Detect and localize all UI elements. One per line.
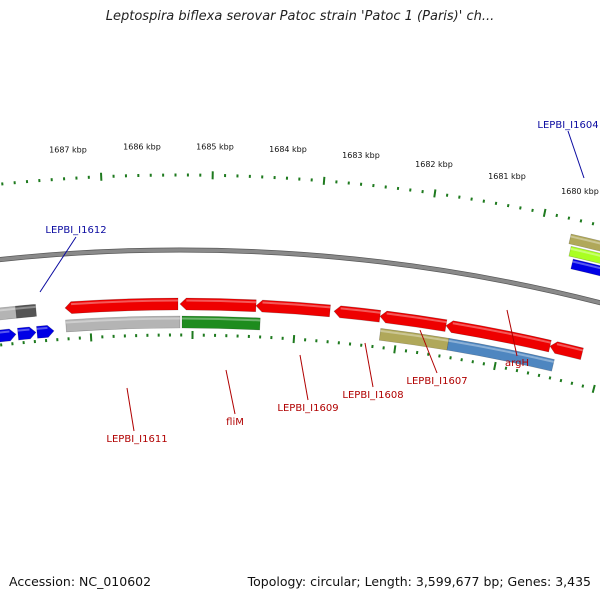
cds-flim xyxy=(181,315,261,331)
major-tick xyxy=(542,208,547,217)
gene-label: argH xyxy=(505,358,529,369)
gene-right-olive-highlight xyxy=(570,235,600,245)
minor-tick xyxy=(515,368,519,373)
kbp-label: 1683 kbp xyxy=(342,151,380,160)
gene-left-blue-3 xyxy=(36,325,55,339)
kbp-label: 1681 kbp xyxy=(488,172,526,181)
gene-label: LEPBI_I1607 xyxy=(406,376,467,387)
label-leader-line xyxy=(567,130,585,179)
gene-left-dark-highlight xyxy=(15,305,36,310)
minor-tick xyxy=(482,362,486,366)
minor-tick xyxy=(519,206,522,210)
minor-tick xyxy=(555,213,559,218)
minor-tick xyxy=(471,360,475,364)
label-leader-line xyxy=(299,354,309,401)
minor-tick xyxy=(567,216,571,220)
major-tick xyxy=(393,345,397,354)
gene-label: LEPBI_I1612 xyxy=(45,225,106,236)
cds-lepbi-i1607 xyxy=(378,328,450,351)
gene-lepbi-i1608-highlight xyxy=(340,307,381,314)
cds-lepbi-i1611-highlight xyxy=(65,317,181,324)
gene-left-blue-3-highlight xyxy=(36,326,48,330)
kbp-label: 1687 kbp xyxy=(49,145,87,154)
cds-argh xyxy=(446,337,555,372)
kbp-label: 1686 kbp xyxy=(123,142,161,151)
gene-left-blue-1-highlight xyxy=(0,330,10,334)
backbone-line xyxy=(0,248,600,305)
gene-right-lime-highlight xyxy=(570,247,600,257)
gene-left-blue-2-highlight xyxy=(17,328,30,332)
gene-left-blue-2 xyxy=(17,326,37,341)
minor-tick xyxy=(570,381,574,385)
kbp-label: 1685 kbp xyxy=(196,142,234,151)
gene-label: LEPBI_I1611 xyxy=(106,434,167,445)
cds-argh-highlight xyxy=(448,339,555,363)
backbone-shadow xyxy=(0,247,600,306)
gene-flim-red-highlight xyxy=(186,299,257,304)
label-leader-line xyxy=(364,342,374,388)
minor-tick xyxy=(449,356,452,360)
minor-tick xyxy=(494,201,498,206)
minor-tick xyxy=(504,366,508,370)
major-tick xyxy=(292,334,296,344)
major-tick xyxy=(591,384,596,394)
gene-right-blue xyxy=(570,258,600,277)
gene-argh-red xyxy=(445,320,552,353)
accession-text: Accession: NC_010602 xyxy=(9,574,152,589)
gene-right-blue-highlight xyxy=(572,260,600,270)
major-tick xyxy=(493,361,497,371)
outer-tick-ring xyxy=(1,171,595,226)
minor-tick xyxy=(506,203,510,208)
label-leader-line xyxy=(126,387,135,432)
backbone-group xyxy=(0,247,600,306)
gene-left-blue-1 xyxy=(0,328,17,343)
major-tick xyxy=(322,176,326,185)
minor-tick xyxy=(531,208,534,213)
label-leader-line xyxy=(39,236,77,293)
kbp-label: 1680 kbp xyxy=(561,187,599,196)
minor-tick xyxy=(581,384,585,388)
gene-label: LEPBI_I1608 xyxy=(342,390,403,401)
label-leader-line xyxy=(225,369,236,415)
minor-tick xyxy=(559,378,563,383)
cds-lepbi-i1611 xyxy=(65,315,181,333)
inner-tick-ring xyxy=(0,331,596,394)
minor-tick xyxy=(526,371,530,375)
kbp-label: 1682 kbp xyxy=(415,160,453,169)
minor-tick xyxy=(537,373,541,378)
gene-label: fliM xyxy=(226,417,244,428)
gene-lepbi-i1611 xyxy=(64,297,179,314)
gene-label-group: LEPBI_I1604LEPBI_I1612argHLEPBI_I1607LEP… xyxy=(39,120,599,445)
map-title: Leptospira biflexa serovar Patoc strain … xyxy=(105,9,495,24)
minor-tick xyxy=(548,376,552,380)
label-leader-line xyxy=(506,309,518,357)
cds-lepbi-i1607-highlight xyxy=(380,329,449,342)
gene-lepbi-i1608 xyxy=(333,305,382,323)
kbp-label-group: 1680 kbp 1681 kbp 1682 kbp 1683 kbp 1684 kbp… xyxy=(49,142,599,196)
minor-tick xyxy=(591,222,595,226)
gene-lepbi-i1609 xyxy=(255,299,331,318)
minor-tick xyxy=(482,199,486,203)
gene-red-edge xyxy=(549,341,584,361)
gene-lepbi-i1609-highlight xyxy=(262,301,331,309)
gene-argh-red-highlight xyxy=(452,322,552,344)
gene-right-lime xyxy=(568,245,600,264)
kbp-label: 1684 kbp xyxy=(269,145,307,154)
gene-feature-group xyxy=(0,233,600,372)
gene-left-dark xyxy=(15,304,37,319)
gene-label: LEPBI_I1604 xyxy=(537,120,598,131)
gene-red-edge-highlight xyxy=(556,343,584,352)
gene-lepbi-i1611-highlight xyxy=(71,299,179,306)
label-leader-line xyxy=(419,329,438,374)
minor-tick xyxy=(579,219,583,223)
topology-stats-text: Topology: circular; Length: 3,599,677 bp… xyxy=(247,574,591,589)
gene-label: LEPBI_I1609 xyxy=(277,403,338,414)
gene-lepbi-i1607-highlight xyxy=(386,312,447,324)
major-tick xyxy=(433,189,437,198)
minor-tick xyxy=(460,358,463,362)
cds-flim-highlight xyxy=(181,317,261,322)
gene-right-olive xyxy=(568,233,600,252)
